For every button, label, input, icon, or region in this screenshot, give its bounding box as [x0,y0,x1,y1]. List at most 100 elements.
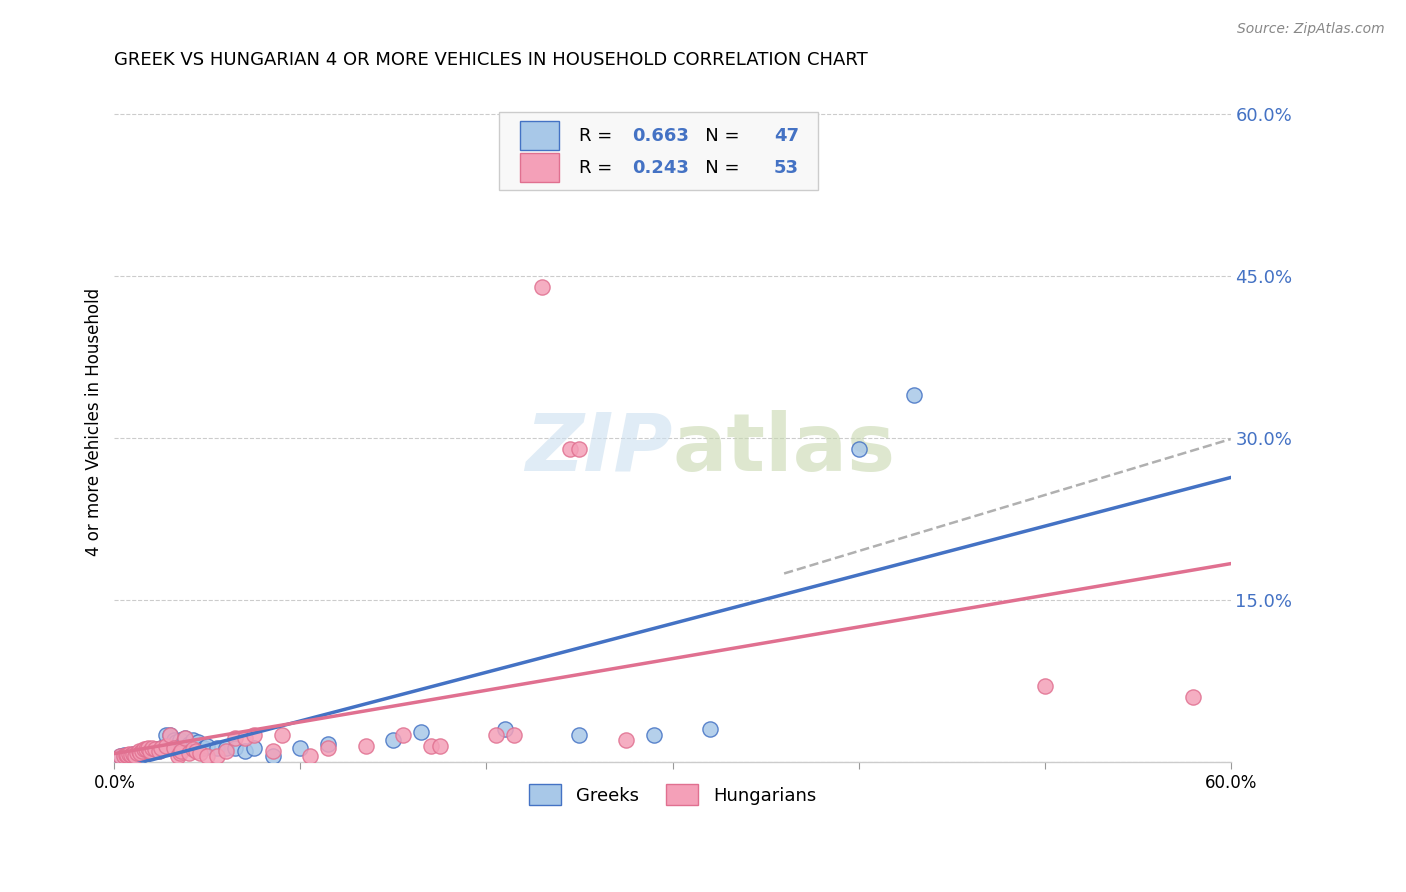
Point [643,728,665,742]
Point [177,738,200,752]
Point [298,749,321,764]
Point [411,724,433,739]
Point [117,748,139,763]
Point [112,749,135,764]
Text: Source: ZipAtlas.com: Source: ZipAtlas.com [1237,22,1385,37]
Point [568,728,591,742]
Point [354,739,377,753]
Point [205,749,228,764]
Point [848,442,870,456]
Point [186,744,208,758]
Point [224,731,246,745]
Point [233,731,256,745]
Point [485,728,508,742]
Point [215,744,238,758]
Point [118,747,141,762]
Point [135,741,157,756]
Point [131,744,153,758]
Text: R =: R = [579,127,617,145]
Point [134,741,156,756]
FancyBboxPatch shape [499,112,818,190]
Text: 0.663: 0.663 [633,127,689,145]
Point [224,740,246,755]
Point [181,741,204,756]
Point [560,442,582,456]
Point [270,728,292,742]
Point [148,744,170,758]
Point [170,744,193,758]
Point [243,728,266,742]
Point [163,733,186,747]
Point [699,723,721,737]
Text: atlas: atlas [672,409,896,488]
Point [174,731,197,745]
Point [124,748,146,763]
Point [129,747,152,762]
Point [117,749,139,764]
Point [141,744,163,758]
Point [181,733,204,747]
Point [215,740,238,755]
Point [112,748,135,763]
Point [159,728,181,742]
Point [187,735,209,749]
Point [1033,679,1056,693]
Point [419,739,441,753]
Point [205,740,228,755]
Point [197,749,219,764]
Text: ZIP: ZIP [524,409,672,488]
Point [429,739,451,753]
Point [382,733,405,747]
Point [903,387,925,401]
Point [169,733,191,747]
Point [135,744,157,758]
Point [188,746,211,760]
Point [149,740,172,755]
Point [290,740,312,755]
Point [131,748,153,763]
Point [177,746,200,760]
Point [174,731,197,745]
Point [129,746,152,760]
FancyBboxPatch shape [520,153,558,182]
Point [262,744,284,758]
Text: 53: 53 [775,159,799,177]
Point [153,739,176,753]
Point [136,741,159,756]
Point [166,749,188,764]
Point [139,744,162,758]
Point [262,749,284,764]
Point [503,728,526,742]
FancyBboxPatch shape [520,121,558,150]
Point [108,749,131,764]
Point [169,746,191,760]
Point [136,740,159,755]
Point [143,741,166,756]
Point [233,744,256,758]
Point [148,744,170,758]
Point [155,739,177,753]
Point [318,740,340,755]
Point [143,741,166,756]
Point [531,279,554,293]
Point [120,748,142,763]
Point [149,740,172,755]
Point [155,728,177,742]
Point [163,740,186,755]
Text: 0.243: 0.243 [633,159,689,177]
Point [318,738,340,752]
Text: N =: N = [688,159,745,177]
Point [108,749,131,764]
Point [118,748,141,763]
Point [125,746,148,760]
Text: N =: N = [688,127,745,145]
Point [124,749,146,764]
Point [122,747,145,762]
Text: GREEK VS HUNGARIAN 4 OR MORE VEHICLES IN HOUSEHOLD CORRELATION CHART: GREEK VS HUNGARIAN 4 OR MORE VEHICLES IN… [114,51,868,69]
Point [122,747,145,762]
Point [128,748,150,763]
Point [1182,690,1205,704]
Point [568,442,591,456]
Point [243,740,266,755]
Y-axis label: 4 or more Vehicles in Household: 4 or more Vehicles in Household [86,287,103,556]
